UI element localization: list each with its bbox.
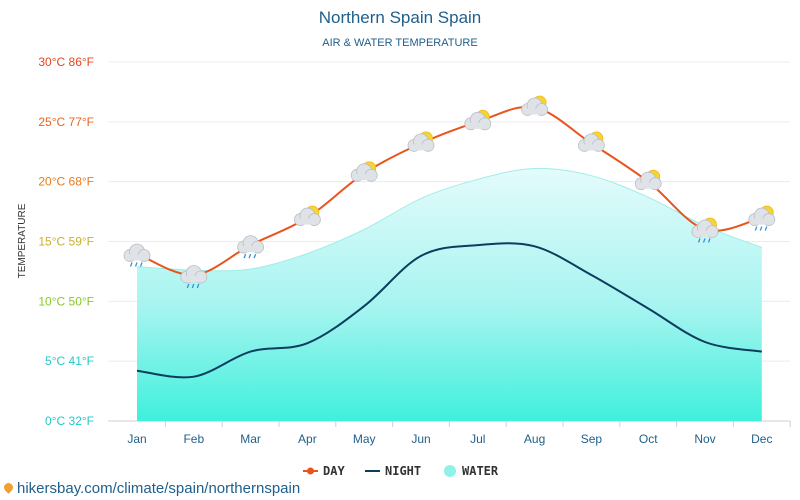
y-tick-label: 5°C 41°F bbox=[45, 354, 94, 368]
x-tick-label: Sep bbox=[581, 432, 603, 446]
rain-cloud-icon bbox=[237, 235, 265, 259]
x-tick-label: Jul bbox=[470, 432, 485, 446]
source-credit[interactable]: hikersbay.com/climate/spain/northernspai… bbox=[2, 480, 301, 497]
x-tick-label: May bbox=[353, 432, 376, 446]
x-tick-label: Apr bbox=[298, 432, 317, 446]
chart-subtitle: AIR & WATER TEMPERATURE bbox=[322, 37, 477, 49]
x-tick-label: Nov bbox=[694, 432, 715, 446]
partly-sunny-icon bbox=[407, 131, 435, 152]
legend-item-water: WATER bbox=[444, 464, 499, 478]
partly-sunny-icon bbox=[350, 161, 378, 182]
y-tick-label: 20°C 68°F bbox=[38, 175, 94, 189]
x-axis-ticks: Jan Feb Mar Apr May Jun Jul Aug Sep Oct Nov Dec bbox=[127, 421, 791, 446]
x-tick-label: Aug bbox=[524, 432, 545, 446]
x-tick-label: Feb bbox=[183, 432, 204, 446]
location-pin-icon bbox=[2, 481, 15, 494]
x-tick-label: Jan bbox=[127, 432, 146, 446]
y-tick-label: 15°C 59°F bbox=[38, 235, 94, 249]
legend-item-day: DAY bbox=[303, 464, 345, 478]
night-line-layer bbox=[136, 242, 762, 379]
water-area bbox=[137, 168, 762, 421]
water-area-layer bbox=[136, 167, 762, 421]
x-tick-label: Oct bbox=[639, 432, 658, 446]
night-line bbox=[136, 242, 762, 379]
x-tick-label: Jun bbox=[411, 432, 430, 446]
weather-icons-layer bbox=[123, 95, 776, 289]
rain-cloud-icon bbox=[123, 243, 151, 267]
legend: DAY NIGHT WATER bbox=[303, 464, 499, 478]
y-tick-label: 10°C 50°F bbox=[38, 294, 94, 308]
chart-title: Northern Spain Spain bbox=[319, 8, 482, 27]
rain-cloud-icon bbox=[180, 265, 208, 289]
partly-sunny-icon bbox=[464, 109, 492, 131]
legend-item-night: NIGHT bbox=[365, 464, 421, 478]
y-tick-label: 25°C 77°F bbox=[38, 115, 94, 129]
x-tick-label: Mar bbox=[240, 432, 261, 446]
partly-sunny-icon bbox=[578, 131, 605, 152]
partly-sunny-icon bbox=[521, 95, 548, 116]
partly-sunny-icon bbox=[293, 205, 321, 226]
legend-label: WATER bbox=[462, 464, 499, 478]
y-axis-ticks: 0°C 32°F 5°C 41°F 10°C 50°F 15°C 59°F 20°C 6… bbox=[38, 55, 94, 428]
source-link[interactable]: hikersbay.com/climate/spain/northernspai… bbox=[17, 480, 301, 497]
legend-label: NIGHT bbox=[385, 464, 421, 478]
water-line bbox=[136, 167, 762, 272]
legend-label: DAY bbox=[323, 464, 345, 478]
sun-rain-cloud-icon bbox=[748, 205, 776, 231]
y-tick-label: 0°C 32°F bbox=[45, 414, 94, 428]
sun-rain-cloud-icon bbox=[691, 217, 719, 243]
y-tick-label: 30°C 86°F bbox=[38, 55, 94, 69]
y-axis-label: TEMPERATURE bbox=[17, 203, 28, 278]
x-tick-label: Dec bbox=[751, 432, 772, 446]
partly-sunny-icon bbox=[634, 169, 662, 191]
